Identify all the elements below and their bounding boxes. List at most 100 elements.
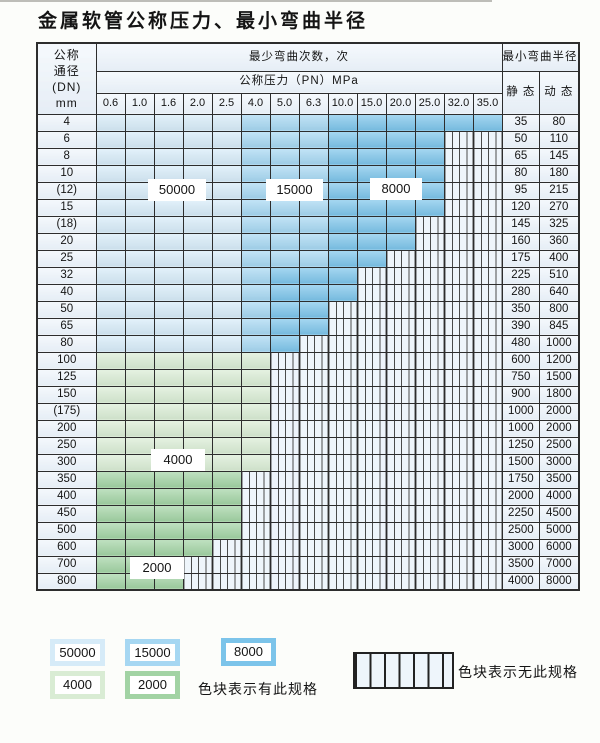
- dynamic-radius-cell: 1000: [539, 334, 579, 353]
- spec-cell: [298, 300, 329, 319]
- dynamic-radius-cell: 2000: [539, 419, 579, 438]
- no-spec-cell: [472, 266, 503, 285]
- dn-cell: 800: [36, 572, 97, 591]
- no-spec-cell: [298, 402, 329, 421]
- spec-cell: [211, 249, 242, 268]
- spec-cell: [211, 181, 242, 200]
- no-spec-cell: [414, 470, 445, 489]
- table-row: (175) 1000 2000: [36, 402, 579, 421]
- no-spec-cell: [472, 198, 503, 217]
- no-spec-cell: [327, 351, 358, 370]
- no-spec-cell: [414, 334, 445, 353]
- no-spec-cell: [443, 147, 474, 166]
- pressure-tick: 1.6: [153, 92, 184, 115]
- no-spec-cell: [443, 198, 474, 217]
- spec-cell: [211, 385, 242, 404]
- spec-cell: [211, 232, 242, 251]
- static-header: 静 态: [501, 70, 541, 115]
- no-spec-cell: [240, 521, 271, 540]
- table-row: 125 750 1500: [36, 368, 579, 387]
- no-spec-cell: [443, 504, 474, 523]
- spec-cell: [124, 487, 155, 506]
- pressure-tick: 20.0: [385, 92, 416, 115]
- spec-cell: [95, 402, 126, 421]
- static-radius-cell: 3000: [501, 538, 541, 557]
- dynamic-radius-cell: 1500: [539, 368, 579, 387]
- no-spec-cell: [298, 436, 329, 455]
- no-spec-cell: [472, 555, 503, 574]
- spec-cell: [240, 130, 271, 149]
- spec-cell: [327, 181, 358, 200]
- no-spec-cell: [472, 368, 503, 387]
- static-radius-cell: 750: [501, 368, 541, 387]
- pressure-tick: 2.5: [211, 92, 242, 115]
- no-spec-cell: [240, 470, 271, 489]
- no-spec-cell: [414, 317, 445, 336]
- no-spec-cell: [414, 300, 445, 319]
- spec-cell: [211, 521, 242, 540]
- dynamic-radius-cell: 4500: [539, 504, 579, 523]
- no-spec-cell: [385, 300, 416, 319]
- no-spec-cell: [472, 249, 503, 268]
- spec-cell: [240, 436, 271, 455]
- spec-cell: [95, 368, 126, 387]
- no-spec-cell: [356, 317, 387, 336]
- pressure-tick: 5.0: [269, 92, 300, 115]
- no-spec-cell: [356, 368, 387, 387]
- spec-cell: [298, 147, 329, 166]
- spec-cell: [153, 487, 184, 506]
- header-row-2: 公称压力（PN）MPa 静 态 动 态: [37, 70, 579, 115]
- bend-cycles-header: 最少弯曲次数，次: [95, 42, 503, 72]
- no-spec-cell: [269, 572, 300, 591]
- no-spec-cell: [414, 453, 445, 472]
- spec-cell: [240, 419, 271, 438]
- no-spec-cell: [269, 538, 300, 557]
- dn-cell: 350: [36, 470, 97, 489]
- spec-cell: [182, 334, 213, 353]
- spec-cell: [385, 113, 416, 132]
- no-spec-cell: [414, 351, 445, 370]
- spec-cell: [240, 215, 271, 234]
- spec-cell: [327, 198, 358, 217]
- dynamic-radius-cell: 4000: [539, 487, 579, 506]
- table-row: 8 65 145: [36, 147, 579, 166]
- spec-cell: [385, 215, 416, 234]
- table-row: 4 35 80: [36, 113, 579, 132]
- dynamic-radius-cell: 180: [539, 164, 579, 183]
- dynamic-radius-cell: 845: [539, 317, 579, 336]
- table-row: 800 4000 8000: [36, 572, 579, 591]
- pressure-tick: 35.0: [472, 92, 503, 115]
- spec-cell: [153, 283, 184, 302]
- no-spec-cell: [414, 572, 445, 591]
- dn-cell: 250: [36, 436, 97, 455]
- pressure-header: 公称压力（PN）MPa: [95, 70, 503, 94]
- pressure-tick: 25.0: [414, 92, 445, 115]
- table-row: 450 2250 4500: [36, 504, 579, 523]
- legend-no-spec-note: 色块表示无此规格: [458, 664, 578, 680]
- no-spec-cell: [298, 453, 329, 472]
- spec-cell: [211, 198, 242, 217]
- spec-cell: [356, 147, 387, 166]
- table-row: 100 600 1200: [36, 351, 579, 370]
- no-spec-cell: [327, 317, 358, 336]
- spec-cell: [240, 113, 271, 132]
- table-row: 40 280 640: [36, 283, 579, 302]
- spec-cell: [269, 232, 300, 251]
- no-spec-cell: [472, 300, 503, 319]
- no-spec-cell: [385, 572, 416, 591]
- spec-cell: [414, 198, 445, 217]
- pressure-values-row: 0.6 1.0 1.6 2.0 2.5 4.0 5.0 6.3 10.0 15.0 20.0 25.0…: [37, 92, 579, 115]
- corner-line-4: mm: [55, 95, 78, 110]
- no-spec-cell: [443, 232, 474, 251]
- dn-cell: 65: [36, 317, 97, 336]
- no-spec-cell: [385, 453, 416, 472]
- no-spec-cell: [443, 572, 474, 591]
- no-spec-cell: [327, 538, 358, 557]
- table-row: 20 160 360: [36, 232, 579, 251]
- no-spec-cell: [472, 147, 503, 166]
- spec-cell: [95, 487, 126, 506]
- legend-swatch-50000-label: 50000: [55, 644, 100, 661]
- dn-cell: 80: [36, 334, 97, 353]
- no-spec-cell: [443, 555, 474, 574]
- table-row: 80 480 1000: [36, 334, 579, 353]
